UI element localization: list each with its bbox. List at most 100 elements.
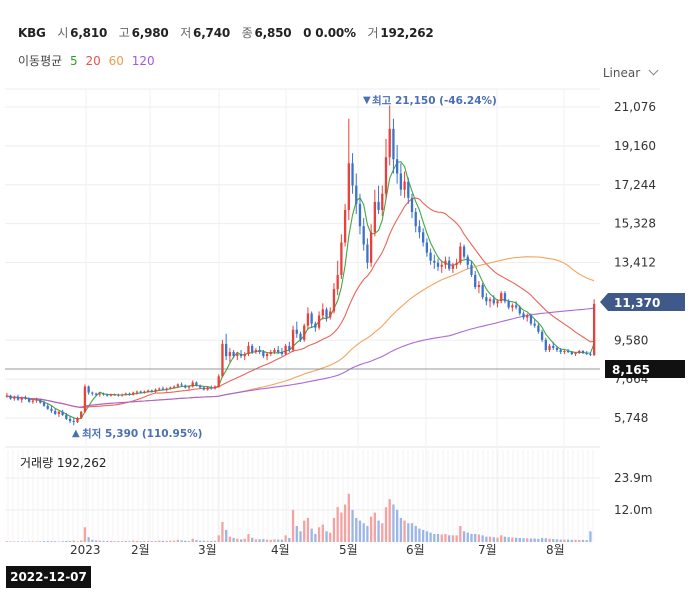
volume-bar [355,517,358,542]
volume-bar [213,540,217,542]
crosshair-date: 2022-12-07 [6,566,91,588]
candle [444,256,447,269]
volume-bar [198,540,202,542]
ma-20[interactable]: 20 [85,54,101,68]
candle [61,409,64,416]
price-tick-label: 5,748 [614,411,648,425]
ma-legend-label: 이동평균 [18,54,63,68]
ma-line-120 [6,307,595,408]
volume-bar [336,507,339,542]
volume-bar [377,520,380,542]
volume-bar [217,535,220,542]
candle [299,331,302,342]
candle [306,307,310,330]
volume-bar [488,536,492,542]
volume-bar [325,531,328,542]
candle [195,381,198,387]
volume-bar [117,541,120,542]
annotation-high-text: 최고 21,150 (-46.24%) [372,94,497,107]
ma-120[interactable]: 120 [131,54,155,68]
candle [239,349,243,359]
volume-bar [225,529,228,542]
candle [83,384,87,413]
volume-bar [563,539,566,542]
candle [31,398,35,404]
volume-bar [20,541,23,542]
scale-toggle[interactable]: Linear [603,65,659,80]
candle [20,396,23,403]
volume-grid-stripes [7,450,594,542]
candle [392,118,395,174]
time-tick-label: 2023 [70,543,101,557]
volume-bar [16,541,20,542]
volume-bar [459,525,462,542]
volume-bar [91,539,94,542]
candle [388,105,391,166]
annotation-low-text: 최저 5,390 (110.95%) [82,427,202,440]
volume-bar [540,537,544,542]
volume-bar [232,537,235,542]
candle [440,260,443,273]
candle [485,293,488,306]
price-tick-label: 13,412 [614,256,656,270]
candle [566,348,570,354]
volume-bar [455,535,458,542]
volume-bar [299,531,302,542]
volume-bar [347,493,350,542]
volume-bar [288,537,291,542]
volume-bar [269,539,272,542]
volume-bar [247,533,250,542]
volume-bar [236,538,239,542]
candle [273,347,276,355]
candle [24,395,27,400]
candle [265,352,269,361]
volume-bars [5,493,592,542]
volume-bar [273,539,276,542]
volume-bar [258,539,261,542]
crosshair-price-label: 8,165 [612,363,650,377]
volume-bar [72,540,75,542]
volume-bar [514,537,518,542]
candle [343,203,347,247]
volume-bar [176,539,179,542]
candle [336,260,339,296]
volume-bar [13,541,16,542]
candle [429,248,432,265]
candle [113,393,116,396]
volume-bar [143,540,146,542]
candle [518,305,521,316]
volume-bar [566,539,570,542]
volume-bar [68,540,72,542]
volume-bar [362,523,365,542]
ma-60[interactable]: 60 [108,54,124,68]
candle [448,256,451,271]
candle [5,393,9,398]
volume-bar [388,499,391,542]
time-tick-label: 6월 [406,543,425,557]
candle [269,349,272,357]
volume-bar [9,541,12,542]
candle [414,207,417,233]
candle [555,345,559,353]
volume-bar [243,538,246,542]
low-value: 6,740 [193,26,231,40]
candle [277,345,280,355]
candle [422,228,425,247]
volume-bar [262,539,265,542]
volume-bar [537,538,540,542]
candle [496,299,499,308]
volume-bar [485,536,488,542]
volume-bar [373,512,376,542]
candle [362,218,365,251]
volume-bar [559,539,562,542]
ma-5[interactable]: 5 [70,54,78,68]
volume-bar [581,539,585,542]
volume-bar [433,533,436,542]
open-label: 시 [57,26,69,40]
candle [559,347,562,355]
ma-line-20 [6,197,595,409]
volume-bar [555,539,559,542]
volume-bar [351,509,354,542]
volume-bar [429,532,432,542]
